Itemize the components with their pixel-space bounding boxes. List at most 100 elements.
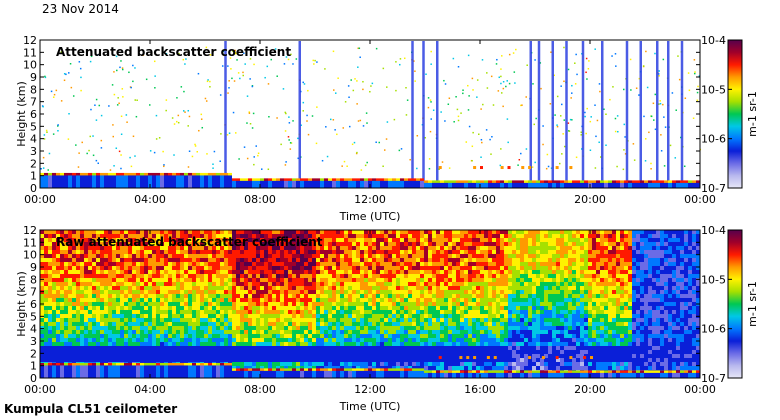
heatmap-cell	[392, 330, 396, 334]
speckle	[545, 167, 548, 170]
heatmap-cell	[456, 298, 460, 302]
heatmap-cell	[284, 290, 288, 294]
heatmap-cell	[240, 278, 244, 282]
heatmap-cell	[228, 318, 232, 322]
heatmap-cell	[372, 310, 376, 314]
heatmap-cell	[264, 270, 268, 274]
heatmap-cell	[292, 278, 296, 282]
speckle	[520, 152, 522, 155]
speckle	[132, 135, 135, 138]
heatmap-cell	[152, 350, 156, 354]
heatmap-cell	[380, 310, 384, 314]
heatmap-cell	[428, 298, 432, 302]
heatmap-cell	[304, 274, 308, 278]
heatmap-cell	[428, 234, 432, 238]
heatmap-cell	[384, 274, 388, 278]
heatmap-cell	[464, 254, 468, 258]
heatmap-cell	[328, 242, 332, 246]
heatmap-cell	[312, 254, 316, 258]
heatmap-cell	[176, 298, 180, 302]
heatmap-cell	[200, 278, 204, 282]
heatmap-cell	[452, 262, 456, 266]
heatmap-cell	[332, 230, 336, 234]
heatmap-cell	[384, 306, 388, 310]
speckle	[336, 133, 338, 136]
heatmap-cell	[288, 322, 292, 326]
heatmap-cell	[320, 310, 324, 314]
heatmap-cell	[444, 314, 448, 318]
heatmap-cell	[428, 362, 432, 366]
boundary-layer	[76, 174, 80, 188]
heatmap-cell	[216, 330, 220, 334]
heatmap-cell	[380, 290, 384, 294]
heatmap-cell	[168, 266, 172, 270]
heatmap-cell	[44, 262, 48, 266]
heatmap-cell	[324, 346, 328, 350]
heatmap-cell	[368, 234, 372, 238]
heatmap-cell	[228, 246, 232, 250]
boundary-layer-top	[416, 178, 420, 181]
heatmap-cell	[164, 274, 168, 278]
heatmap-cell	[152, 298, 156, 302]
heatmap-cell	[380, 358, 384, 362]
heatmap-cell	[236, 334, 240, 338]
heatmap-cell	[400, 238, 404, 242]
heatmap-cell	[252, 290, 256, 294]
heatmap-cell	[228, 358, 232, 362]
heatmap-cell	[196, 302, 200, 306]
boundary-layer	[380, 179, 384, 188]
heatmap-cell	[144, 278, 148, 282]
heatmap-cell	[320, 362, 324, 366]
heatmap-cell	[64, 254, 68, 258]
speckle	[560, 85, 562, 87]
heatmap-cell	[92, 294, 96, 298]
heatmap-cell	[156, 322, 160, 326]
heatmap-cell	[256, 330, 260, 334]
heatmap-cell	[112, 326, 116, 330]
heatmap-cell	[244, 278, 248, 282]
heatmap-cell	[388, 342, 392, 346]
heatmap-cell	[40, 242, 44, 246]
heatmap-cell	[232, 322, 236, 326]
heatmap-cell	[288, 302, 292, 306]
heatmap-cell	[352, 254, 356, 258]
speckle	[588, 60, 590, 62]
heatmap-cell	[168, 346, 172, 350]
heatmap-cell	[100, 354, 104, 358]
heatmap-cell	[352, 310, 356, 314]
heatmap-cell	[100, 322, 104, 326]
speckle	[611, 55, 613, 57]
heatmap-cell	[452, 250, 456, 254]
heatmap-cell	[128, 342, 132, 346]
heatmap-cell	[212, 282, 216, 286]
speckle	[236, 59, 238, 61]
heatmap-cell	[360, 294, 364, 298]
heatmap-cell	[76, 354, 80, 358]
heatmap-cell	[208, 286, 212, 290]
heatmap-cell	[212, 266, 216, 270]
speckle	[77, 166, 80, 168]
heatmap-cell	[60, 314, 64, 318]
heatmap-cell	[72, 326, 76, 330]
heatmap-cell	[344, 342, 348, 346]
heatmap-cell	[72, 330, 76, 334]
heatmap-cell	[284, 306, 288, 310]
speckle	[98, 104, 101, 107]
boundary-layer-top	[180, 172, 184, 176]
heatmap-cell	[56, 330, 60, 334]
heatmap-cell	[160, 322, 164, 326]
heatmap-cell	[272, 262, 276, 266]
heatmap-cell	[332, 294, 336, 298]
heatmap-cell	[304, 230, 308, 234]
heatmap-cell	[348, 322, 352, 326]
heatmap-cell	[372, 230, 376, 234]
speckle	[357, 66, 359, 68]
heatmap-cell	[288, 326, 292, 330]
heatmap-cell	[132, 242, 136, 246]
heatmap-cell	[464, 342, 468, 346]
heatmap-cell	[256, 306, 260, 310]
heatmap-cell	[432, 286, 436, 290]
heatmap-cell	[412, 266, 416, 270]
cloud-base	[521, 166, 525, 170]
boundary-layer-top	[484, 180, 488, 183]
